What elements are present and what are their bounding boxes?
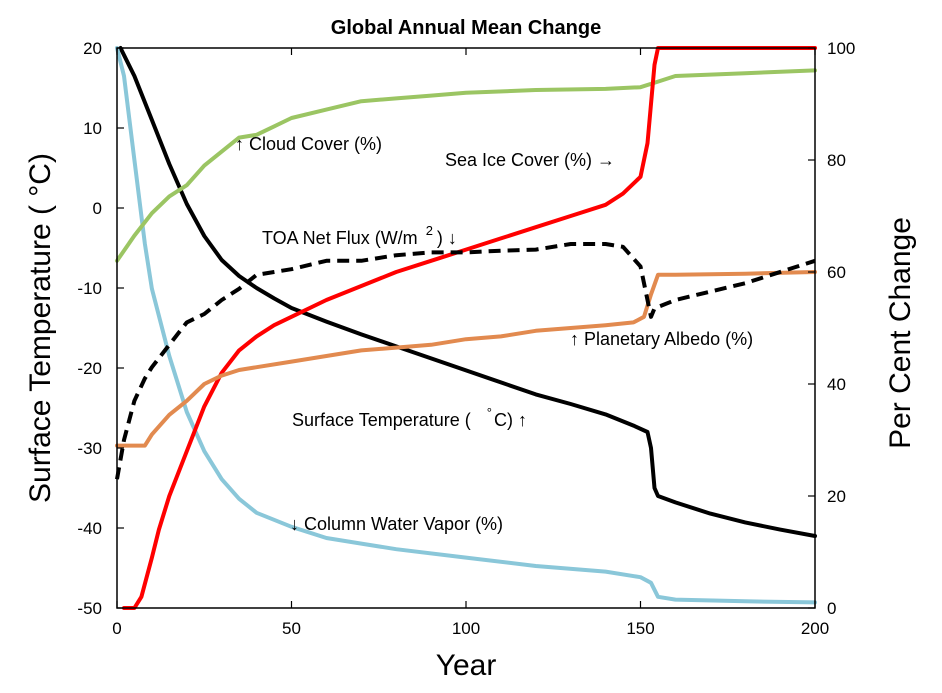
y-left-tick-label: 20 bbox=[83, 39, 102, 58]
y-right-tick-label: 60 bbox=[827, 263, 846, 282]
y-left-tick-label: 10 bbox=[83, 119, 102, 138]
series-line-toa-net-flux-w-m bbox=[115, 242, 816, 480]
annotation-surface-temperature-after: C) ↑ bbox=[494, 410, 527, 430]
y-right-tick-label: 20 bbox=[827, 487, 846, 506]
annotation-planetary-albedo: ↑ Planetary Albedo (%) bbox=[570, 329, 753, 349]
annotation-cloud-cover: ↑ Cloud Cover (%) bbox=[235, 134, 382, 154]
y-left-tick-label: 0 bbox=[93, 199, 102, 218]
y-left-tick-label: -50 bbox=[77, 599, 102, 618]
y-left-tick-label: -20 bbox=[77, 359, 102, 378]
y-left-tick-label: -30 bbox=[77, 439, 102, 458]
series-layer bbox=[115, 46, 817, 610]
series-line-column-water-vapor bbox=[115, 46, 817, 605]
series-line-sea-ice-cover bbox=[122, 46, 817, 610]
annotation-surface-temperature-main: Surface Temperature ( bbox=[292, 410, 471, 430]
y-left-tick-label: -10 bbox=[77, 279, 102, 298]
y-right-tick-label: 80 bbox=[827, 151, 846, 170]
chart-title: Global Annual Mean Change bbox=[331, 17, 601, 39]
annotation-sea-ice-cover: Sea Ice Cover (%) → bbox=[445, 150, 615, 170]
series-line-surface-temperature-c bbox=[118, 46, 817, 538]
y-right-tick-label: 100 bbox=[827, 39, 855, 58]
y-right-tick-label: 0 bbox=[827, 599, 836, 618]
y-axis-label-left: Surface Temperature ( °C) bbox=[24, 153, 57, 503]
ticks-layer: 0 50 100 150 20020100-10-20-30-40-5010080604… bbox=[77, 39, 855, 638]
annotation-toa-net-flux-sup: 2 bbox=[426, 223, 433, 238]
annotation-surface-temperature-sup: ° bbox=[487, 405, 492, 420]
x-axis-label: Year bbox=[436, 649, 497, 682]
x-tick-label: 150 bbox=[626, 619, 654, 638]
y-right-tick-label: 40 bbox=[827, 375, 846, 394]
x-tick-label: 0 bbox=[112, 619, 121, 638]
annotation-toa-net-flux: TOA Net Flux (W/m 2 ) ↓ bbox=[262, 223, 457, 248]
annotation-surface-temperature: Surface Temperature ( ° C) ↑ bbox=[292, 405, 527, 430]
annotation-column-water-vapor: ↓ Column Water Vapor (%) bbox=[290, 514, 503, 534]
annotation-toa-net-flux-after: ) ↓ bbox=[437, 228, 457, 248]
x-tick-label: 100 bbox=[452, 619, 480, 638]
y-axis-label-right: Per Cent Change bbox=[884, 217, 917, 449]
series-line-cloud-cover bbox=[115, 68, 817, 263]
x-tick-label: 200 bbox=[801, 619, 829, 638]
x-tick-label: 50 bbox=[282, 619, 301, 638]
y-left-tick-label: -40 bbox=[77, 519, 102, 538]
annotation-toa-net-flux-main: TOA Net Flux (W/m bbox=[262, 228, 418, 248]
